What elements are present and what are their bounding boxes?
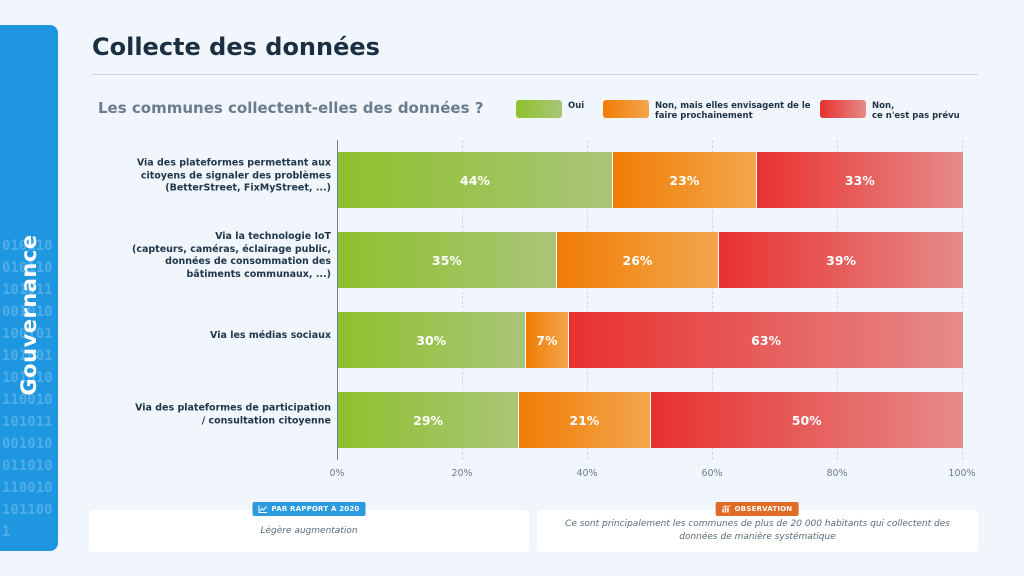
legend-label: Oui [568,101,585,111]
observation-badge-label: OBSERVATION [734,505,793,513]
legend-item-envisage: Non, mais elles envisagent de le faire p… [603,100,811,121]
comparison-note-text: Légère augmentation [260,525,358,536]
title-divider [92,74,978,75]
comparison-badge: PAR RAPPORT À 2020 [252,502,366,516]
x-tick-label: 100% [948,468,976,479]
comparison-badge-label: PAR RAPPORT À 2020 [271,505,360,513]
legend-item-non: Non, ce n'est pas prévu [820,100,960,121]
bar-segment: 30% [338,312,526,368]
bar-segment: 23% [613,152,757,208]
comparison-note: Légère augmentation [89,510,529,552]
observation-note-text: Ce sont principalement les communes de p… [565,519,950,542]
gridline [962,140,963,460]
bar-segment: 33% [756,152,963,208]
gridline [462,140,463,460]
bar-value-label: 21% [569,412,600,428]
bar-value-label: 35% [431,252,462,268]
legend-swatch [820,100,866,118]
bar-value-label: 63% [751,332,782,348]
bar-value-label: 26% [622,252,653,268]
legend-label: Non, mais elles envisagent de le faire p… [655,101,811,121]
legend-item-oui: Oui [516,100,584,118]
binary-decoration: 0101100101101010110010101001011010011010… [2,238,53,540]
x-tick-label: 80% [826,468,848,479]
bar-value-label: 23% [669,172,700,188]
bar-segment: 26% [556,232,720,288]
category-label: Via des plateformes de participation / c… [135,402,331,427]
bar-segment: 63% [569,312,963,368]
bar-chart-icon [721,505,731,513]
bar-segment: 35% [338,232,557,288]
x-tick-label: 60% [701,468,723,479]
bar-segment: 39% [719,232,963,288]
section-label: Gouvernance [17,234,41,396]
gridline [837,140,838,460]
bar-value-label: 30% [416,332,447,348]
legend-swatch [516,100,562,118]
bar-segment: 44% [338,152,613,208]
bar-segment: 7% [525,312,570,368]
bar-segment: 50% [650,392,963,448]
bar-value-label: 50% [791,412,822,428]
page-title: Collecte des données [92,33,380,61]
sidebar-tab: 0101100101101010110010101001011010011010… [0,25,58,551]
category-label: Via la technologie IoT (capteurs, caméra… [132,231,331,280]
bar-value-label: 29% [413,412,444,428]
bar-value-label: 7% [536,332,558,348]
bar-chart: 0% 20% 40% 60% 80% 100% 44% 23% 33% 35% 26% 39% 30% 7… [329,140,976,479]
gridline [587,140,588,460]
x-tick-label: 40% [576,468,598,479]
bar-segment: 21% [519,392,651,448]
category-label: Via les médias sociaux [210,329,331,341]
bar-value-label: 33% [844,172,875,188]
x-tick-label: 0% [329,468,345,479]
category-label: Via des plateformes permettant aux citoy… [136,157,331,194]
observation-badge: OBSERVATION [715,502,799,516]
y-axis-line [337,140,338,460]
legend-label: Non, ce n'est pas prévu [872,101,960,121]
gridline [712,140,713,460]
bar-value-label: 39% [826,252,857,268]
legend-swatch [603,100,649,118]
line-chart-icon [258,505,268,513]
x-tick-label: 20% [451,468,473,479]
chart-title: Les communes collectent-elles des donnée… [98,99,484,117]
bar-value-label: 44% [460,172,490,188]
bar-segment: 29% [338,392,520,448]
observation-note: Ce sont principalement les communes de p… [537,510,978,552]
